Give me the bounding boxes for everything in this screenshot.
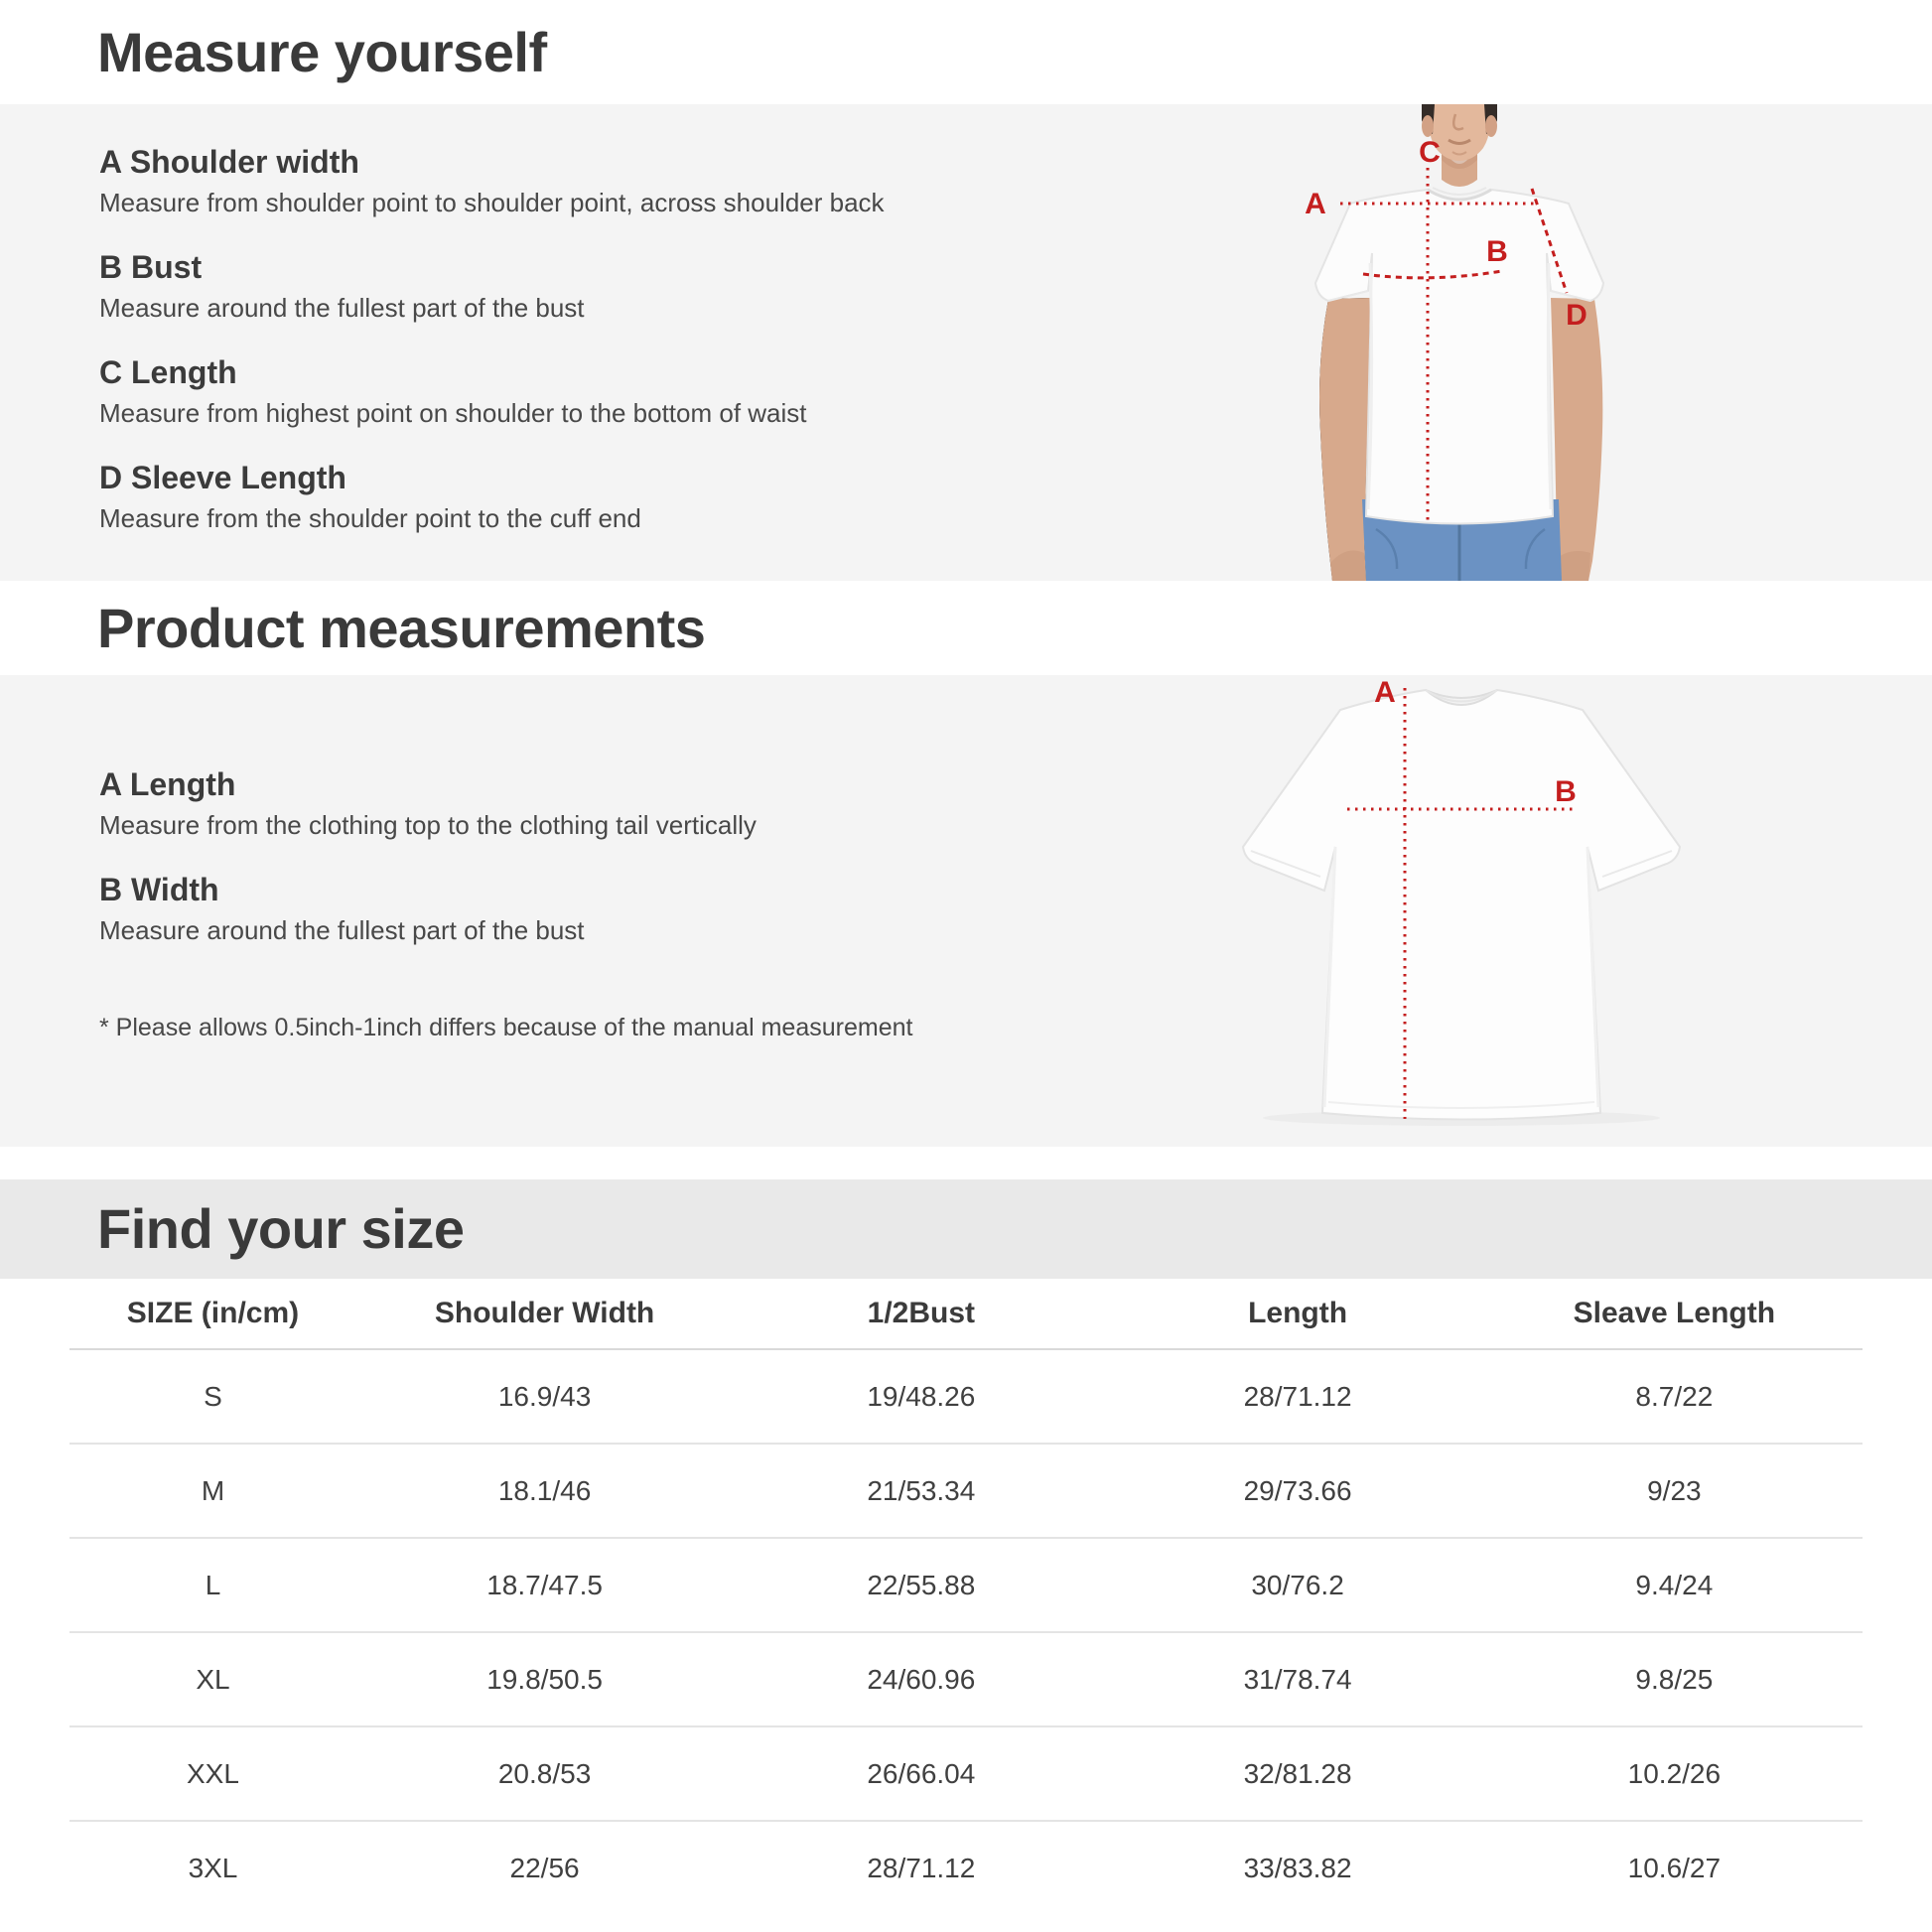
sleeve-cell: 9.4/24	[1485, 1538, 1863, 1633]
size-cell: XXL	[69, 1726, 356, 1822]
measure-yourself-band: Measure yourself	[0, 0, 1932, 104]
shoulder-cell: 18.1/46	[355, 1444, 734, 1539]
product-item-desc: Measure from the clothing top to the clo…	[99, 810, 757, 840]
sleeve-cell: 10.2/26	[1485, 1726, 1863, 1822]
product-item-width: B Width Measure around the fullest part …	[99, 874, 1142, 943]
measurement-tolerance-note: * Please allows 0.5inch-1inch differs be…	[99, 1014, 913, 1041]
product-measurements-title: Product measurements	[97, 597, 706, 659]
find-your-size-band: Find your size	[0, 1179, 1932, 1279]
measure-item-desc: Measure around the fullest part of the b…	[99, 293, 585, 323]
measure-items: A Shoulder width Measure from shoulder p…	[0, 104, 1142, 567]
measure-item-bust: B Bust Measure around the fullest part o…	[99, 251, 1142, 321]
bust-cell: 24/60.96	[733, 1632, 1110, 1727]
product-item-heading: B Width	[99, 872, 219, 907]
product-measurements-section: A Length Measure from the clothing top t…	[0, 675, 1932, 1147]
measure-item-length: C Length Measure from highest point on s…	[99, 356, 1142, 426]
measure-item-desc: Measure from the shoulder point to the c…	[99, 503, 641, 533]
size-cell: S	[69, 1349, 356, 1445]
sleeve-cell: 8.7/22	[1485, 1349, 1863, 1445]
measure-item-desc: Measure from highest point on shoulder t…	[99, 398, 807, 428]
size-cell: L	[69, 1538, 356, 1633]
man-model-photo: A C B D	[1305, 104, 1605, 581]
label-c: C	[1419, 136, 1441, 169]
flat-label-b: B	[1555, 775, 1577, 808]
flat-label-a: A	[1374, 680, 1396, 709]
header-length: Length	[1109, 1279, 1486, 1350]
measure-item-heading: B Bust	[99, 249, 203, 285]
header-shoulder-width: Shoulder Width	[355, 1279, 734, 1350]
sleeve-line-d	[1530, 188, 1569, 294]
bust-line-b	[1362, 269, 1503, 280]
label-a: A	[1305, 188, 1326, 220]
shoulder-cell: 22/56	[509, 1852, 580, 1883]
measure-item-heading: C Length	[99, 354, 237, 390]
size-table: SIZE (in/cm) Shoulder Width 1/2Bust Leng…	[69, 1279, 1863, 1914]
header-half-bust: 1/2Bust	[733, 1279, 1110, 1350]
bust-cell: 19/48.26	[733, 1349, 1110, 1445]
size-table-container: SIZE (in/cm) Shoulder Width 1/2Bust Leng…	[69, 1279, 1863, 1914]
table-row-s: S 16.9/43 19/48.26 28/71.12 8.7/22	[69, 1349, 1863, 1445]
measure-item-desc: Measure from shoulder point to shoulder …	[99, 188, 885, 217]
measure-yourself-title: Measure yourself	[97, 21, 547, 83]
table-row-l: L 18.7/47.5 22/55.88 30/76.2 9.4/24	[69, 1538, 1863, 1633]
length-cell: 30/76.2	[1109, 1538, 1486, 1633]
measure-item-heading: D Sleeve Length	[99, 460, 346, 495]
sleeve-cell: 10.6/27	[1627, 1852, 1722, 1883]
measure-item-sleeve-length: D Sleeve Length Measure from the shoulde…	[99, 462, 1142, 531]
table-row-xl: XL 19.8/50.5 24/60.96 31/78.74 9.8/25	[69, 1632, 1863, 1727]
length-cell: 28/71.12	[1109, 1349, 1486, 1445]
product-item-heading: A Length	[99, 766, 236, 802]
length-cell: 33/83.82	[1243, 1852, 1352, 1883]
flat-shirt-photo: A B	[1241, 680, 1682, 1126]
product-item-length: A Length Measure from the clothing top t…	[99, 768, 1142, 838]
product-items: A Length Measure from the clothing top t…	[0, 675, 1142, 1040]
size-cell: 3XL	[188, 1852, 238, 1883]
measure-item-heading: A Shoulder width	[99, 144, 359, 180]
product-measurements-band: Product measurements	[0, 581, 1932, 675]
bust-cell: 22/55.88	[733, 1538, 1110, 1633]
size-cell: XL	[69, 1632, 356, 1727]
shoulder-cell: 19.8/50.5	[355, 1632, 734, 1727]
bust-cell: 21/53.34	[733, 1444, 1110, 1539]
size-cell: M	[69, 1444, 356, 1539]
shoulder-cell: 16.9/43	[355, 1349, 734, 1445]
header-sleave-length: Sleave Length	[1485, 1279, 1863, 1350]
length-cell: 32/81.28	[1109, 1726, 1486, 1822]
label-d: D	[1566, 299, 1587, 332]
sleeve-cell: 9.8/25	[1485, 1632, 1863, 1727]
shoulder-cell: 20.8/53	[355, 1726, 734, 1822]
label-b: B	[1486, 235, 1508, 268]
bust-cell: 28/71.12	[867, 1852, 976, 1883]
size-table-header-row: SIZE (in/cm) Shoulder Width 1/2Bust Leng…	[69, 1279, 1863, 1350]
shoulder-cell: 18.7/47.5	[355, 1538, 734, 1633]
table-row-3xl: 3XL 22/56 28/71.12 33/83.82 10.6/27	[69, 1821, 1863, 1914]
table-row-xxl: XXL 20.8/53 26/66.04 32/81.28 10.2/26	[69, 1726, 1863, 1822]
find-your-size-title: Find your size	[97, 1197, 465, 1260]
bust-cell: 26/66.04	[733, 1726, 1110, 1822]
measure-item-shoulder-width: A Shoulder width Measure from shoulder p…	[99, 146, 1142, 215]
table-row-m: M 18.1/46 21/53.34 29/73.66 9/23	[69, 1444, 1863, 1539]
length-cell: 29/73.66	[1109, 1444, 1486, 1539]
product-item-desc: Measure around the fullest part of the b…	[99, 915, 585, 945]
sleeve-cell: 9/23	[1485, 1444, 1863, 1539]
length-cell: 31/78.74	[1109, 1632, 1486, 1727]
measure-yourself-section: A Shoulder width Measure from shoulder p…	[0, 104, 1932, 581]
header-size: SIZE (in/cm)	[69, 1279, 356, 1350]
